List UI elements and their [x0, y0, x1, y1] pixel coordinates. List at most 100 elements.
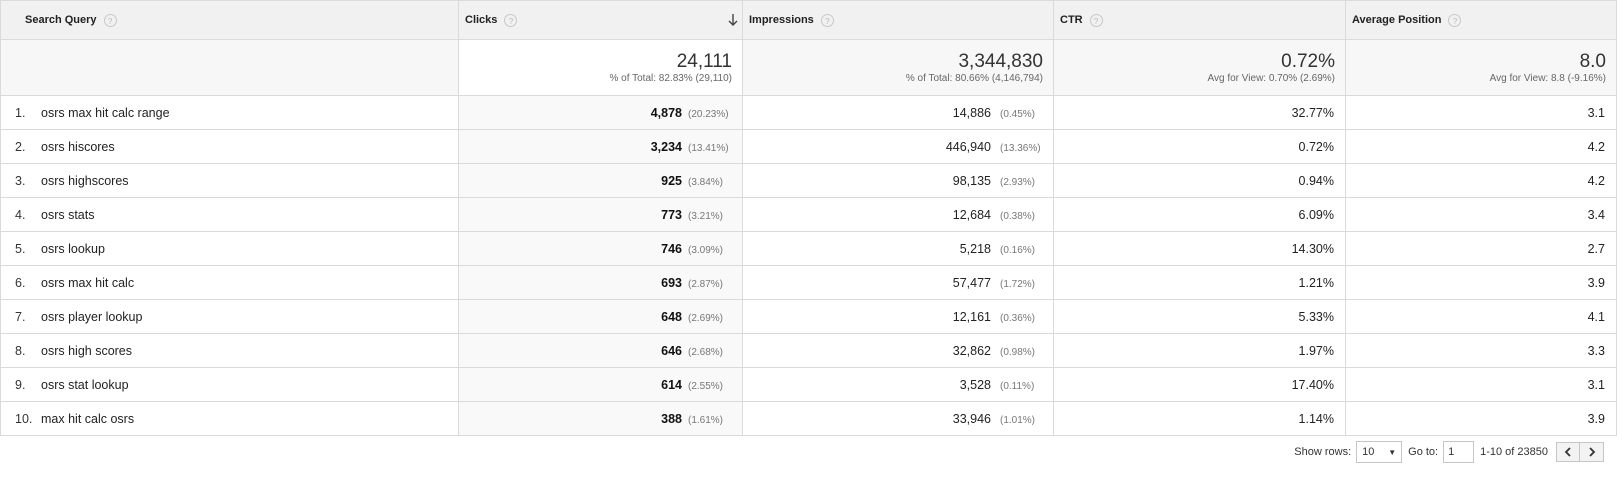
ctr-cell: 14.30% [1053, 231, 1346, 266]
show-rows-select[interactable]: 10 ▼ [1356, 441, 1403, 463]
help-icon[interactable]: ? [1448, 13, 1462, 27]
query-cell: 7. osrs player lookup [0, 299, 459, 334]
clicks-percent: (3.09%) [688, 244, 724, 256]
help-icon[interactable]: ? [504, 13, 518, 27]
column-header-label: Search Query [25, 14, 97, 26]
table-row: 6. osrs max hit calc 693 (2.87%) 57,477 (1.72… [0, 265, 1617, 300]
column-header-label: CTR [1060, 14, 1083, 26]
query-cell: 6. osrs max hit calc [0, 265, 459, 300]
search-query-link[interactable]: osrs hiscores [41, 139, 115, 154]
impressions-percent: (0.38%) [1000, 210, 1036, 222]
search-query-link[interactable]: max hit calc osrs [41, 411, 135, 426]
totals-row: 24,111 % of Total: 82.83% (29,110) 3,344… [0, 39, 1617, 96]
position-cell: 3.4 [1345, 197, 1617, 232]
impressions-percent: (0.16%) [1000, 244, 1036, 256]
search-query-link[interactable]: osrs max hit calc [41, 275, 135, 290]
column-header-ctr[interactable]: CTR ? [1053, 0, 1346, 40]
position-cell: 3.9 [1345, 401, 1617, 436]
clicks-percent: (3.21%) [688, 210, 724, 222]
impressions-value: 33,946 [952, 411, 991, 426]
clicks-value: 925 [661, 173, 682, 188]
clicks-cell: 4,878 (20.23%) [458, 95, 743, 130]
impressions-value: 98,135 [952, 173, 991, 188]
table-row: 4. osrs stats 773 (3.21%) 12,684 (0.38%) 6.09%… [0, 197, 1617, 232]
show-rows-label: Show rows: [1294, 446, 1352, 458]
sort-descending-icon[interactable] [728, 13, 738, 27]
query-cell: 8. osrs high scores [0, 333, 459, 368]
search-query-link[interactable]: osrs player lookup [41, 309, 143, 324]
totals-position: 8.0 Avg for View: 8.8 (-9.16%) [1345, 39, 1617, 96]
ctr-cell: 17.40% [1053, 367, 1346, 402]
impressions-cell: 12,684 (0.38%) [742, 197, 1054, 232]
totals-ctr-value: 0.72% [1281, 50, 1335, 72]
position-cell: 4.2 [1345, 163, 1617, 198]
show-rows-value: 10 [1362, 446, 1375, 458]
impressions-percent: (1.01%) [1000, 414, 1036, 426]
impressions-percent: (1.72%) [1000, 278, 1036, 290]
query-cell: 10. max hit calc osrs [0, 401, 459, 436]
ctr-cell: 6.09% [1053, 197, 1346, 232]
impressions-value: 12,684 [952, 207, 991, 222]
search-query-link[interactable]: osrs max hit calc range [41, 105, 170, 120]
clicks-value: 693 [661, 275, 682, 290]
goto-page-input[interactable]: 1 [1443, 441, 1475, 463]
page-range-text: 1-10 of 23850 [1480, 446, 1548, 458]
totals-ctr: 0.72% Avg for View: 0.70% (2.69%) [1053, 39, 1346, 96]
column-header-label: Clicks [465, 14, 498, 26]
table-row: 7. osrs player lookup 648 (2.69%) 12,161 (0.3… [0, 299, 1617, 334]
impressions-value: 57,477 [952, 275, 991, 290]
help-icon[interactable]: ? [103, 13, 117, 27]
clicks-percent: (2.87%) [688, 278, 724, 290]
table-row: 3. osrs highscores 925 (3.84%) 98,135 (2.93%)… [0, 163, 1617, 198]
search-query-link[interactable]: osrs high scores [41, 343, 133, 358]
impressions-cell: 33,946 (1.01%) [742, 401, 1054, 436]
search-query-link[interactable]: osrs highscores [41, 173, 129, 188]
impressions-cell: 12,161 (0.36%) [742, 299, 1054, 334]
help-icon[interactable]: ? [820, 13, 834, 27]
search-query-link[interactable]: osrs stats [41, 207, 95, 222]
totals-position-value: 8.0 [1579, 50, 1606, 72]
query-cell: 1. osrs max hit calc range [0, 95, 459, 130]
clicks-percent: (2.55%) [688, 380, 724, 392]
previous-page-button[interactable] [1556, 442, 1580, 462]
help-icon[interactable]: ? [1089, 13, 1103, 27]
totals-clicks: 24,111 % of Total: 82.83% (29,110) [458, 39, 743, 96]
search-query-link[interactable]: osrs lookup [41, 241, 105, 256]
pagination-bar: Show rows: 10 ▼ Go to: 1 1-10 of 23850 [0, 437, 1616, 467]
column-header-search-query[interactable]: Search Query ? [0, 0, 459, 40]
clicks-value: 648 [661, 309, 682, 324]
row-number: 3. [15, 173, 26, 188]
column-header-label: Impressions [749, 14, 814, 26]
impressions-percent: (13.36%) [1000, 142, 1041, 154]
ctr-cell: 0.94% [1053, 163, 1346, 198]
goto-label: Go to: [1408, 446, 1439, 458]
impressions-cell: 14,886 (0.45%) [742, 95, 1054, 130]
clicks-percent: (1.61%) [688, 414, 724, 426]
impressions-cell: 32,862 (0.98%) [742, 333, 1054, 368]
clicks-value: 388 [661, 411, 682, 426]
table-row: 5. osrs lookup 746 (3.09%) 5,218 (0.16%) 14.30… [0, 231, 1617, 266]
clicks-cell: 693 (2.87%) [458, 265, 743, 300]
impressions-percent: (2.93%) [1000, 176, 1036, 188]
row-number: 10. [15, 411, 33, 426]
impressions-value: 5,218 [959, 241, 991, 256]
clicks-percent: (2.69%) [688, 312, 724, 324]
next-page-button[interactable] [1580, 442, 1604, 462]
table-row: 1. osrs max hit calc range 4,878 (20.23%) 14… [0, 95, 1617, 130]
column-header-clicks[interactable]: Clicks ? [458, 0, 743, 40]
clicks-value: 773 [661, 207, 682, 222]
ctr-cell: 32.77% [1053, 95, 1346, 130]
row-number: 4. [15, 207, 26, 222]
search-query-link[interactable]: osrs stat lookup [41, 377, 129, 392]
impressions-percent: (0.98%) [1000, 346, 1036, 358]
impressions-value: 14,886 [952, 105, 991, 120]
column-header-impressions[interactable]: Impressions ? [742, 0, 1054, 40]
chevron-right-icon [1588, 447, 1595, 457]
column-header-average-position[interactable]: Average Position ? [1345, 0, 1617, 40]
clicks-percent: (20.23%) [688, 108, 729, 120]
totals-clicks-value: 24,111 [676, 50, 732, 72]
search-query-table: Search Query ? Clicks ? Impressions ? [0, 0, 1617, 436]
clicks-cell: 746 (3.09%) [458, 231, 743, 266]
table-row: 8. osrs high scores 646 (2.68%) 32,862 (0.98%… [0, 333, 1617, 368]
clicks-percent: (13.41%) [688, 142, 729, 154]
